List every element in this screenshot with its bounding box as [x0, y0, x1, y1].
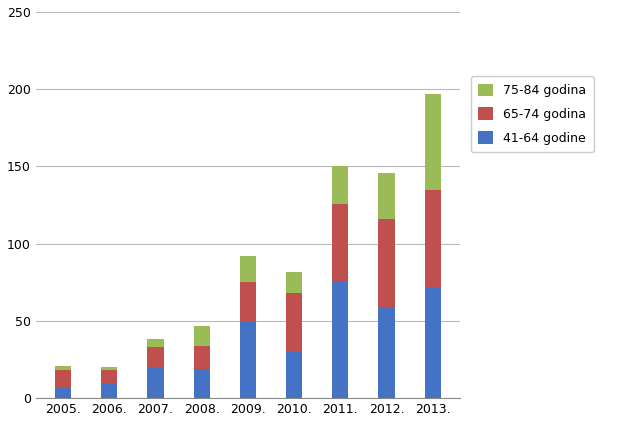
Bar — [240, 282, 256, 322]
Bar — [378, 173, 395, 219]
Bar — [55, 387, 71, 398]
Bar — [425, 190, 441, 287]
Bar — [425, 287, 441, 398]
Bar — [378, 307, 395, 398]
Bar — [194, 369, 210, 398]
Bar — [332, 281, 348, 398]
Bar — [194, 326, 210, 346]
Bar — [101, 383, 118, 398]
Bar — [101, 371, 118, 383]
Legend: 75-84 godina, 65-74 godina, 41-64 godine: 75-84 godina, 65-74 godina, 41-64 godine — [470, 76, 594, 152]
Bar — [240, 322, 256, 398]
Bar — [425, 94, 441, 190]
Bar — [286, 352, 302, 398]
Bar — [240, 256, 256, 282]
Bar — [286, 293, 302, 352]
Bar — [286, 272, 302, 293]
Bar — [378, 219, 395, 307]
Bar — [194, 346, 210, 369]
Bar — [55, 366, 71, 371]
Bar — [332, 166, 348, 203]
Bar — [55, 371, 71, 387]
Bar — [148, 367, 164, 398]
Bar — [148, 340, 164, 347]
Bar — [148, 347, 164, 367]
Bar — [101, 367, 118, 371]
Bar — [332, 203, 348, 281]
